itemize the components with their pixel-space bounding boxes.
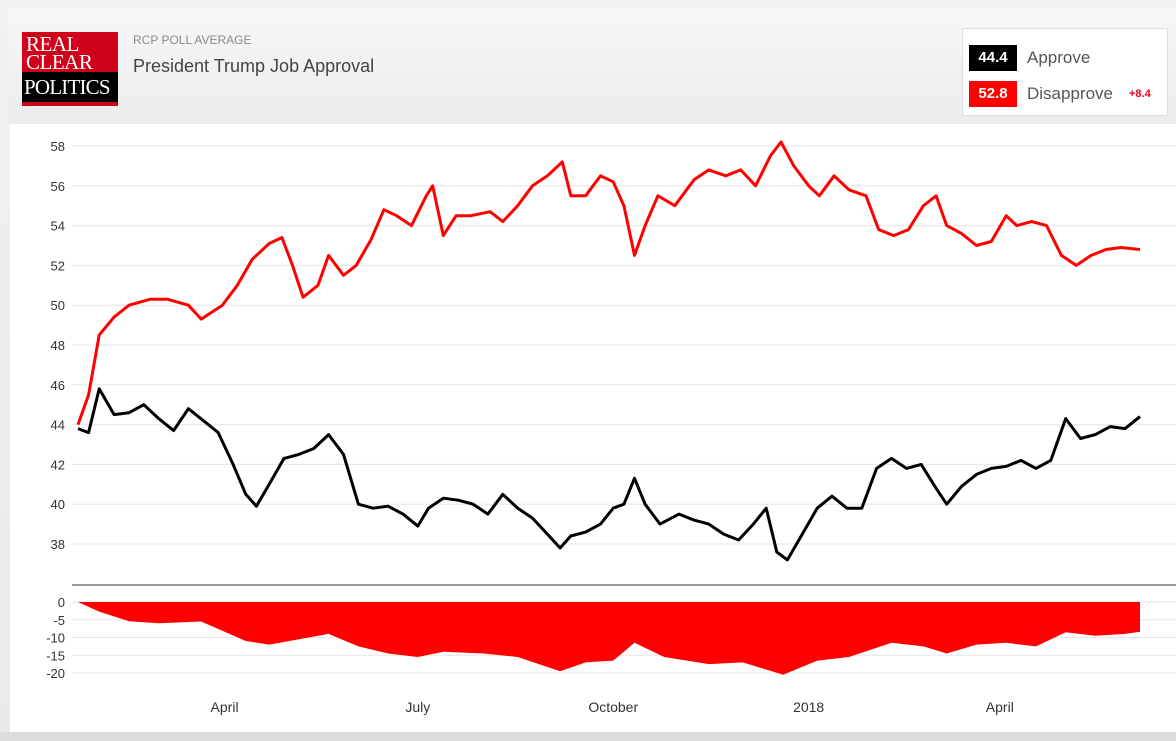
x-tick-label: July	[405, 699, 430, 715]
y-tick-label: 52	[51, 258, 65, 273]
logo-band: POLITICS	[22, 72, 118, 102]
y-tick-label: 42	[51, 457, 65, 472]
y-tick-label: 50	[51, 298, 65, 313]
approve-label: Approve	[1027, 48, 1091, 67]
y-tick-label: 54	[51, 219, 65, 234]
legend-box: 44.4 Approve 52.8 Disapprove +8.4	[962, 28, 1168, 116]
spread-y-tick-label: -5	[53, 613, 65, 628]
logo-line-1: REAL	[26, 32, 79, 56]
spread-y-tick-label: -20	[46, 666, 65, 681]
rcp-logo[interactable]: REAL CLEAR POLITICS	[22, 32, 118, 106]
scroll-bar[interactable]	[0, 732, 1176, 741]
y-tick-label: 56	[51, 179, 65, 194]
x-tick-label: April	[211, 699, 239, 715]
disapprove-line	[76, 140, 1141, 426]
approve-line	[77, 387, 1141, 562]
y-tick-label: 48	[51, 338, 65, 353]
spread-y-tick-label: -15	[46, 648, 65, 663]
disapprove-label: Disapprove	[1027, 84, 1113, 103]
x-tick-label: October	[588, 699, 638, 715]
spread-value: +8.4	[1129, 88, 1151, 100]
x-tick-label: April	[986, 699, 1014, 715]
spread-y-tick-label: 0	[58, 595, 65, 610]
chart-title: President Trump Job Approval	[133, 56, 375, 76]
logo-line-3: POLITICS	[24, 75, 111, 99]
y-tick-label: 46	[51, 378, 65, 393]
disapprove-value-badge: 52.8	[969, 81, 1017, 107]
y-tick-label: 58	[51, 139, 65, 154]
approve-value-badge: 44.4	[969, 45, 1017, 71]
x-tick-label: 2018	[793, 699, 824, 715]
y-tick-label: 40	[51, 497, 65, 512]
chart-subtitle: RCP POLL AVERAGE	[133, 33, 252, 47]
y-tick-label: 44	[51, 418, 65, 433]
y-tick-label: 38	[51, 537, 65, 552]
spread-y-tick-label: -10	[46, 631, 65, 646]
logo-line-2: CLEAR	[26, 50, 93, 74]
plot-panel: 38 40 42 44 46 48 50 52 54 56 58 0 -5 -10 -15 -20 April J…	[10, 124, 1176, 732]
chart-svg: 38 40 42 44 46 48 50 52 54 56 58 0 -5 -10 -15 -20 April J…	[46, 139, 1176, 715]
spread-area	[78, 602, 1140, 675]
